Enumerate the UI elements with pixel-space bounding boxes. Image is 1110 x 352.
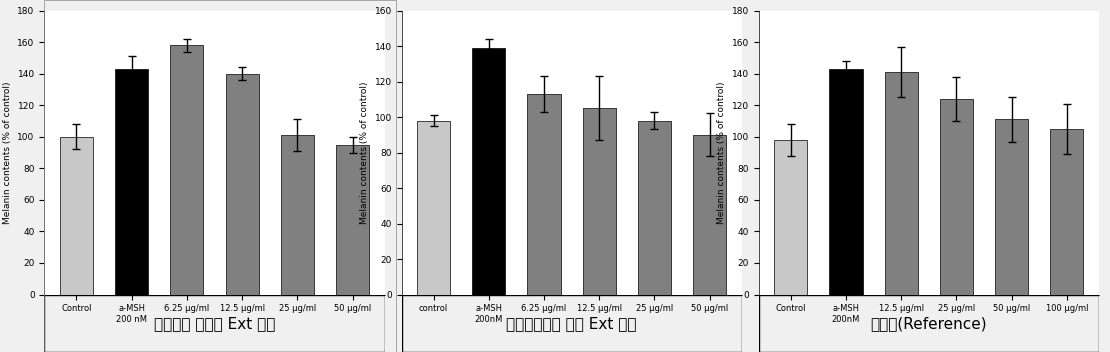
- Bar: [829, 69, 862, 295]
- Bar: [940, 99, 973, 295]
- Bar: [583, 108, 616, 295]
- Bar: [472, 48, 505, 295]
- Text: 알부틴(Reference): 알부틴(Reference): [870, 316, 987, 331]
- Bar: [1050, 129, 1083, 295]
- Bar: [995, 119, 1028, 295]
- Bar: [693, 135, 726, 295]
- Bar: [336, 145, 370, 295]
- Bar: [638, 121, 672, 295]
- Text: 한국제천 닥나무 Ext 분획: 한국제천 닥나무 Ext 분획: [154, 316, 275, 331]
- Y-axis label: Melanin contents (% of control): Melanin contents (% of control): [360, 81, 369, 224]
- Bar: [527, 94, 561, 295]
- Bar: [170, 45, 203, 295]
- Bar: [281, 135, 314, 295]
- Bar: [60, 137, 93, 295]
- Bar: [417, 121, 451, 295]
- Bar: [225, 74, 259, 295]
- Y-axis label: Melanin contents (% of control): Melanin contents (% of control): [3, 81, 12, 224]
- Text: 우즈베키스탄 감초 Ext 분획: 우즈베키스탄 감초 Ext 분획: [506, 316, 637, 331]
- Bar: [885, 72, 918, 295]
- Y-axis label: Melanin contents (% of control): Melanin contents (% of control): [717, 81, 726, 224]
- Bar: [774, 140, 807, 295]
- Bar: [115, 69, 149, 295]
